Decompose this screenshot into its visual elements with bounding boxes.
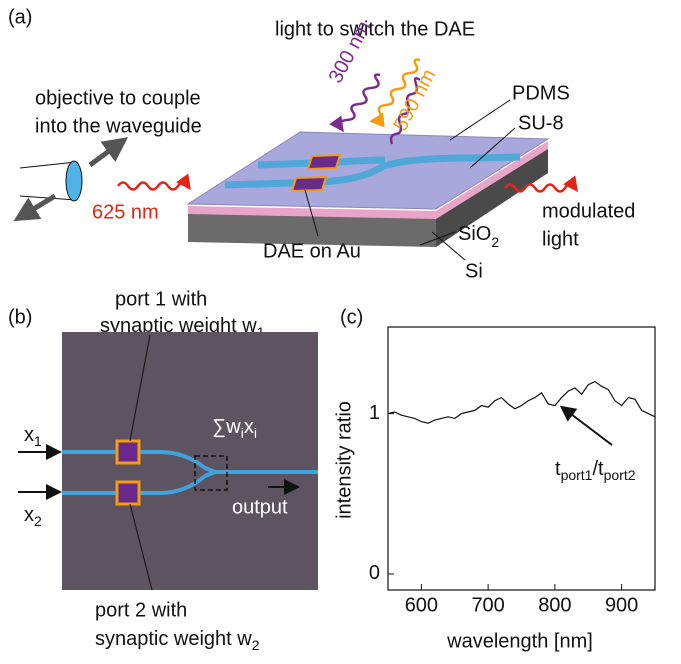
layer-label: SiO	[458, 223, 491, 245]
input-label: x2	[24, 504, 42, 528]
y-tick-label: 0	[369, 562, 380, 584]
layer-label: SiO2	[458, 223, 499, 249]
subscript: 2	[491, 234, 499, 250]
waveguide	[224, 153, 521, 189]
subscript: 1	[34, 433, 42, 449]
layer-label: Si	[465, 260, 483, 282]
layer-label: PDMS	[512, 82, 570, 104]
panel-c: (c) wavelength [nm] intensity ratio tpor…	[333, 306, 656, 652]
subscript: i	[254, 425, 257, 441]
port-label: port 1 with	[115, 288, 207, 310]
annotation: tport1/tport2	[555, 458, 636, 482]
dae	[290, 175, 328, 193]
wave	[389, 76, 421, 145]
annotation-arrow	[559, 405, 613, 446]
waveguide	[62, 450, 318, 474]
data-line	[387, 380, 656, 424]
output-label: output	[232, 496, 288, 518]
subscript: 2	[34, 513, 42, 529]
input-label: x	[24, 504, 34, 526]
arrow	[88, 137, 129, 168]
port-label: synaptic weight w1	[100, 315, 265, 339]
output-label: light	[542, 228, 579, 250]
x-tick-label: 600	[405, 594, 438, 616]
sum-label: x	[244, 416, 254, 438]
dae-label: DAE on Au	[263, 240, 361, 262]
substrate	[188, 212, 436, 247]
substrate	[436, 147, 548, 247]
y-tick-label: 1	[369, 402, 380, 424]
subscript: port1	[561, 467, 593, 483]
annotation: t	[555, 458, 561, 480]
light-title: light to switch the DAE	[275, 18, 475, 40]
x-axis-label: wavelength [nm]	[446, 630, 593, 652]
sum-label: ∑wixi	[212, 416, 257, 440]
wavelength-label: 590 nm	[390, 66, 441, 135]
sum-box	[194, 455, 228, 491]
leader	[304, 189, 319, 237]
port-label: synaptic weight w	[95, 628, 252, 650]
wave	[329, 73, 381, 133]
leader	[129, 503, 153, 591]
wavelength-label: 625 nm	[92, 201, 159, 223]
leader	[469, 127, 516, 169]
subscript: i	[241, 425, 244, 441]
lens	[65, 160, 83, 202]
dae	[306, 153, 342, 171]
port-label: synaptic weight w	[100, 315, 257, 337]
chip	[62, 332, 318, 590]
x-tick-label: 800	[538, 594, 571, 616]
wave	[369, 58, 421, 128]
oxide-layer	[188, 141, 548, 219]
leader	[449, 99, 511, 141]
layer-label: SU-8	[518, 112, 564, 134]
panel-label: (a)	[8, 6, 32, 28]
waveguide	[62, 470, 216, 495]
panel-a: (a) light to switch the DAE objective to…	[8, 6, 635, 282]
x-tick-label: 900	[605, 594, 638, 616]
port	[115, 480, 141, 506]
x-tick-label: 700	[471, 594, 504, 616]
arrow	[13, 193, 57, 222]
port-label: synaptic weight w2	[95, 628, 260, 652]
input-label: x	[24, 424, 34, 446]
panel-b: (b) port 1 with synaptic weight w1 x1 x2…	[8, 288, 318, 653]
leader	[129, 334, 151, 442]
wave	[503, 175, 578, 193]
objective-edge	[19, 161, 77, 169]
output-label: modulated	[542, 200, 635, 222]
input-label: x1	[24, 424, 42, 448]
objective-label: objective to couple	[35, 87, 201, 109]
leader	[431, 231, 466, 261]
objective-label: into the waveguide	[35, 115, 202, 137]
annotation: /t	[592, 458, 604, 480]
leader	[419, 231, 456, 246]
y-axis-label: intensity ratio	[333, 401, 355, 519]
plot-frame	[387, 326, 656, 591]
panel-label: (b)	[8, 306, 32, 328]
waveguide	[257, 156, 386, 169]
port-label: port 2 with	[95, 599, 187, 621]
panel-label: (c)	[340, 306, 363, 328]
port	[115, 439, 141, 465]
subscript: 1	[257, 324, 265, 340]
sum-label: ∑w	[212, 416, 241, 438]
subscript: 2	[252, 637, 260, 653]
subscript: port2	[604, 467, 636, 483]
wave	[116, 173, 191, 191]
